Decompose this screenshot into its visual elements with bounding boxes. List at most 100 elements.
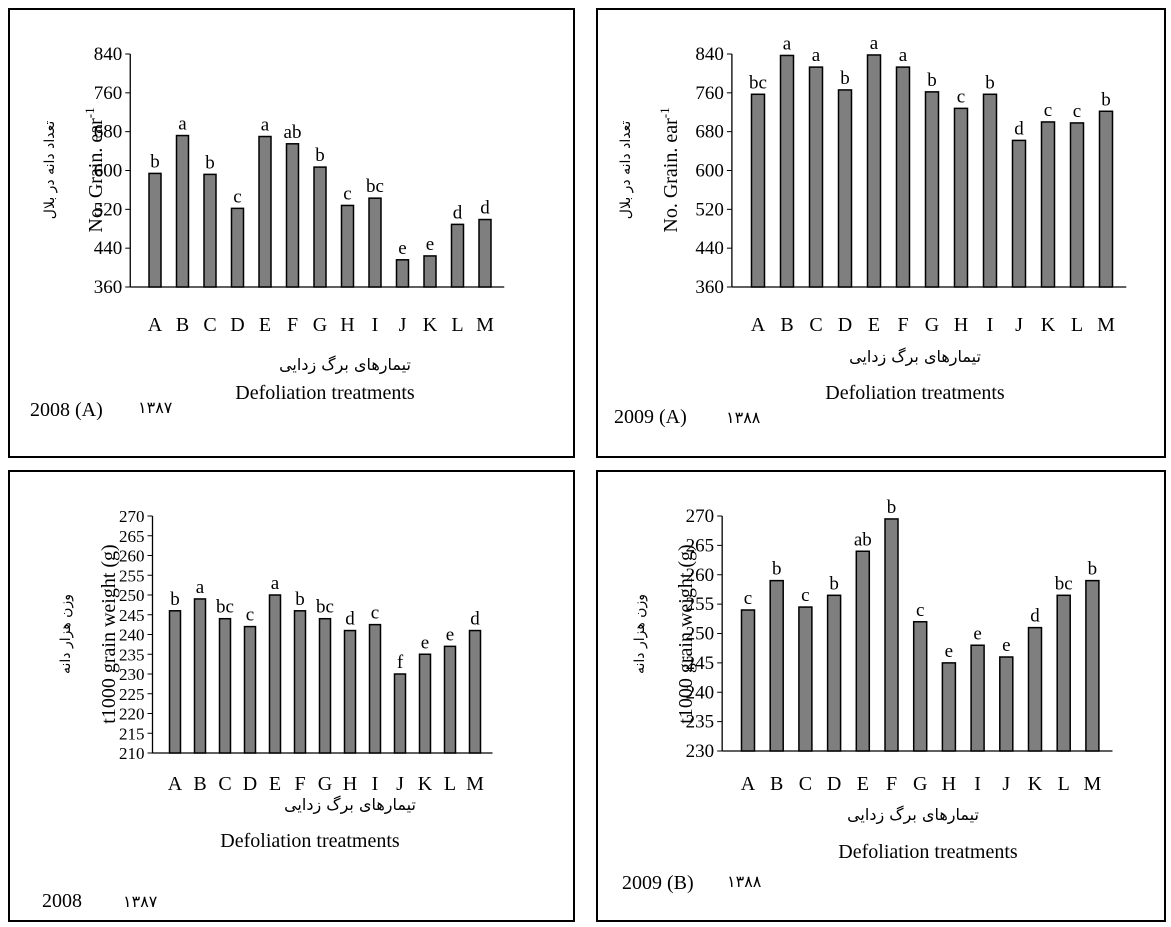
significance-letter: d [480,198,490,219]
chart-svg: 360440520600680760840AbcBaCaDbEaFaGbHcIb… [614,33,1127,428]
bar [393,673,407,754]
year-label: 2009 (B) [622,872,694,894]
y-axis-label-en: t1000 grain weight (g) [98,544,120,723]
significance-letter: b [927,70,937,91]
significance-letter: c [1044,100,1052,121]
bar [423,255,437,288]
category-label: B [193,773,206,795]
bar [450,223,465,288]
bar [175,134,190,288]
significance-letter: c [371,603,379,624]
category-label: M [1097,314,1115,336]
chart-svg: 360 440 520 600 680 760 840 Ab Ba Cb Dc Ea Fab Gb Hc Ib… [30,44,505,421]
category-label: K [1028,773,1043,795]
category-label: G [318,773,332,795]
category-label: D [230,314,244,336]
significance-letter: bc [216,597,234,618]
y-tick-label: 680 [94,122,123,143]
significance-letter: bc [316,597,334,618]
category-label: F [287,314,298,336]
year-label-fa: ۱۳۸۷ [138,398,173,417]
x-axis-label-fa: تیمارهای برگ زدایی [847,805,979,825]
bar [769,579,784,752]
y-tick-label: 760 [94,83,123,104]
significance-letter: e [426,234,434,255]
significance-letter: b [150,151,160,172]
bar [313,166,327,288]
category-label: H [942,773,956,795]
significance-letter: b [205,152,215,173]
y-axis-label-fa: تعداد دانه در بلال [618,121,634,220]
significance-letter: d [1014,118,1024,139]
y-tick-label: 240 [119,626,145,645]
bar [443,645,457,754]
year-label-fa: ۱۳۸۸ [726,408,761,427]
significance-letter: b [887,497,897,518]
category-label: C [218,773,231,795]
y-tick-label: 260 [119,547,145,566]
category-label: C [809,314,822,336]
category-label: L [1058,773,1070,795]
significance-letter: a [271,573,280,594]
y-tick-label: 360 [94,277,123,298]
significance-letter: a [783,33,792,54]
y-axis-label-text: No. Grain. ear [85,118,107,233]
category-label: J [396,773,404,795]
bar [318,617,332,754]
category-label: A [751,314,766,336]
bar [1069,122,1085,288]
y-axis-label-fa: وزن هزار دانه [632,594,648,674]
bar [343,629,357,754]
bar [1027,626,1043,752]
bar [826,594,842,752]
y-tick-label: 265 [686,535,715,556]
y-tick-label: 245 [119,606,145,625]
category-label: I [974,773,981,795]
y-axis-label-text: t1000 grain weight (g) [675,544,697,723]
y-tick-label: 840 [695,44,724,65]
bar [895,66,911,288]
y-tick-label: 440 [695,238,724,259]
y-tick-label: 215 [119,724,145,743]
category-label: B [176,314,189,336]
y-tick-label: 680 [695,122,724,143]
significance-letter: b [1101,89,1111,110]
y-axis-label-en: No. Grain. ear-1 [82,107,107,232]
y-tick-label: 520 [94,199,123,220]
bar [203,173,217,288]
y-tick-label: 520 [695,199,724,220]
significance-letter: b [829,573,839,594]
x-axis-label-en: Defoliation treatments [825,382,1005,404]
significance-letter: c [1073,101,1081,122]
significance-letter: e [398,238,406,259]
y-tick-label: 220 [119,705,145,724]
category-label: B [770,773,783,795]
bar [779,54,795,288]
bar [368,197,382,288]
bar [970,644,985,752]
significance-letter: a [870,33,879,54]
y-tick-label: 235 [119,645,145,664]
x-axis-label-en: Defoliation treatments [838,841,1018,863]
category-label: M [476,314,494,336]
significance-letter: d [1030,606,1040,627]
significance-letter: d [345,609,355,630]
y-tick-label: 250 [686,624,715,645]
chart-panel-grain-weight-2008: 210 215 220 225 230 235 240 245 250 255 260 265 270 A… [8,470,575,922]
significance-letter: a [261,115,270,136]
bar [218,617,232,754]
category-label: M [1084,773,1102,795]
bar [243,625,257,754]
y-tick-label: 360 [695,277,724,298]
bar [837,89,853,288]
bar [740,609,756,752]
category-label: A [741,773,756,795]
category-label: J [1002,773,1010,795]
significance-letter: c [801,585,809,606]
category-label: F [294,773,305,795]
year-label-fa: ۱۳۸۷ [123,892,158,911]
y-tick-label: 600 [695,161,724,182]
bar [912,621,928,752]
